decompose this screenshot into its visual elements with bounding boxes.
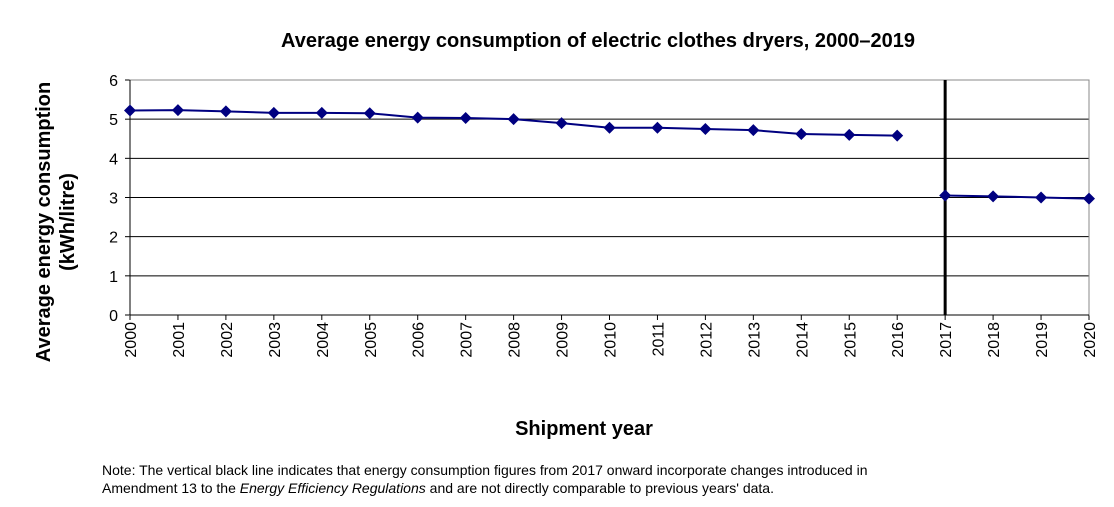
x-tick-label: 2016: [890, 322, 907, 358]
x-tick-label: 2014: [794, 322, 811, 358]
data-point: [171, 104, 184, 117]
data-point: [795, 128, 808, 141]
note: Note: The vertical black line indicates …: [102, 461, 1062, 497]
data-point: [699, 122, 712, 135]
x-tick-label: 2017: [938, 322, 955, 358]
x-tick-label: 2018: [986, 322, 1003, 358]
y-tick-label: 1: [109, 269, 118, 286]
chart: Average energy consumption of electric c…: [33, 30, 1099, 440]
data-point: [219, 105, 232, 118]
data-point: [603, 121, 616, 134]
y-tick-label: 0: [109, 308, 118, 325]
data-point: [891, 129, 904, 142]
x-axis-title: Shipment year: [515, 418, 653, 440]
data-point: [987, 190, 1000, 203]
data-point: [363, 107, 376, 120]
x-tick-label: 2010: [603, 322, 620, 358]
data-point: [651, 121, 664, 134]
x-tick-label: 2006: [411, 322, 428, 358]
data-point: [124, 104, 136, 117]
x-tick-label: 2007: [459, 322, 476, 358]
y-axis-title: Average energy consumption: [33, 82, 55, 362]
x-tick-label: 2004: [315, 322, 332, 358]
x-tick-label: 2011: [650, 322, 667, 357]
note-italic: Energy Efficiency Regulations: [239, 480, 426, 496]
x-tick-label: 2005: [363, 322, 380, 358]
data-point: [843, 128, 856, 141]
data-point: [1083, 192, 1095, 205]
chart-title: Average energy consumption of electric c…: [281, 30, 915, 52]
x-tick-label: 2020: [1082, 322, 1099, 358]
y-tick-label: 4: [109, 151, 118, 168]
data-point: [315, 106, 328, 119]
x-tick-label: 2012: [698, 322, 715, 358]
x-tick-label: 2015: [842, 322, 859, 358]
series-line: [945, 194, 1090, 200]
data-point: [507, 113, 520, 126]
y-tick-label: 2: [109, 230, 118, 247]
note-text: and are not directly comparable to previ…: [425, 480, 774, 496]
x-tick-label: 2009: [555, 322, 572, 358]
y-axis-title: (kWh/litre): [57, 173, 79, 271]
note-text: Amendment 13 to the: [102, 480, 240, 496]
data-point: [1035, 191, 1048, 204]
y-tick-label: 6: [109, 73, 118, 90]
x-tick-label: 2000: [123, 322, 140, 358]
data-point: [411, 111, 424, 124]
x-tick-label: 2003: [267, 322, 284, 358]
data-point: [267, 106, 280, 119]
data-point: [555, 117, 568, 130]
data-point: [939, 189, 952, 202]
note-text: Note: The vertical black line indicates …: [102, 462, 868, 478]
y-tick-label: 5: [109, 112, 118, 129]
x-tick-label: 2008: [507, 322, 524, 358]
y-tick-label: 3: [109, 191, 118, 208]
data-point: [459, 111, 472, 124]
x-tick-label: 2002: [219, 322, 236, 358]
x-tick-label: 2001: [171, 322, 188, 358]
data-point: [747, 124, 760, 137]
x-tick-label: 2013: [746, 322, 763, 358]
x-tick-label: 2019: [1034, 322, 1051, 358]
